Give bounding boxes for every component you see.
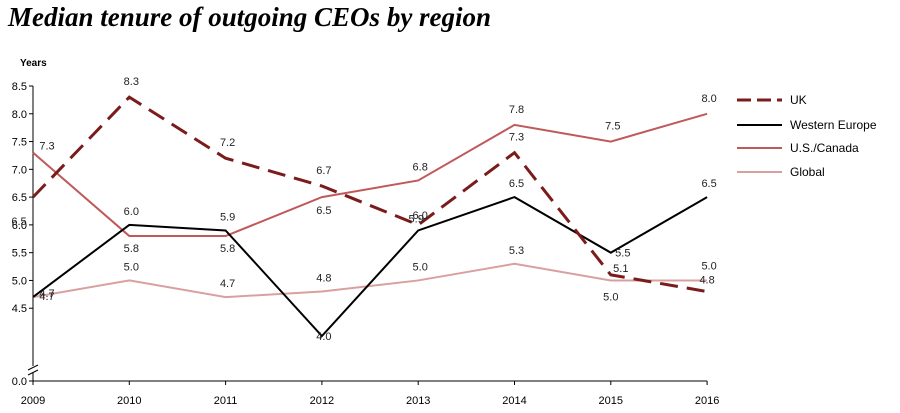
y-tick-label: 8.5 [12, 81, 27, 93]
data-label-western-europe: 5.5 [615, 248, 630, 260]
x-tick-label: 2013 [406, 395, 430, 407]
y-axis-label: Years [20, 58, 47, 69]
y-tick-label: 0.0 [12, 376, 27, 388]
data-label-u-s-canada: 7.8 [509, 104, 524, 116]
data-label-uk: 6.5 [11, 216, 26, 228]
data-label-global: 5.0 [413, 261, 428, 273]
x-tick-label: 2012 [310, 395, 334, 407]
data-label-u-s-canada: 5.8 [220, 243, 235, 255]
data-label-u-s-canada: 7.5 [605, 121, 620, 133]
data-label-u-s-canada: 6.8 [413, 161, 428, 173]
series-line-u-s-canada [32, 112, 708, 237]
data-label-global: 4.7 [39, 288, 54, 300]
data-label-u-s-canada: 8.0 [701, 93, 716, 105]
y-tick-label: 7.0 [12, 164, 27, 176]
data-label-global: 5.0 [124, 261, 139, 273]
data-label-uk: 6.7 [316, 165, 331, 177]
data-label-western-europe: 4.7 [39, 291, 54, 303]
data-label-global: 4.7 [220, 278, 235, 290]
legend-label: Global [790, 165, 825, 179]
x-tick-label: 2014 [502, 395, 526, 407]
x-tick-label: 2015 [599, 395, 623, 407]
data-label-u-s-canada: 5.8 [124, 243, 139, 255]
data-label-western-europe: 6.0 [124, 206, 139, 218]
data-label-western-europe: 5.9 [409, 213, 424, 225]
y-tick-label: 5.5 [12, 248, 27, 260]
x-tick-label: 2011 [214, 395, 238, 407]
data-label-uk: 7.3 [509, 132, 524, 144]
data-label-global: 5.0 [701, 260, 716, 272]
data-label-western-europe: 6.5 [509, 178, 524, 190]
x-tick-label: 2010 [117, 395, 141, 407]
data-label-global: 4.8 [316, 273, 331, 285]
chart-title: Median tenure of outgoing CEOs by region [8, 2, 492, 32]
legend-label: U.S./Canada [790, 141, 859, 155]
y-tick-label: 6.5 [12, 192, 27, 204]
data-label-global: 5.3 [509, 245, 524, 257]
data-label-uk: 5.1 [613, 263, 628, 275]
legend-label: Western Europe [790, 118, 877, 132]
legend-label: UK [790, 93, 807, 107]
axis-break-mark-2 [27, 369, 39, 376]
y-tick-label: 4.5 [12, 303, 27, 315]
x-tick-label: 2016 [695, 395, 719, 407]
data-label-uk: 8.3 [124, 76, 139, 88]
data-label-uk: 4.8 [699, 275, 714, 287]
data-label-western-europe: 6.5 [701, 178, 716, 190]
data-label-western-europe: 4.0 [316, 331, 331, 343]
data-label-western-europe: 5.9 [220, 211, 235, 223]
axis-break-mark-1 [27, 364, 39, 371]
x-tick-label: 2009 [21, 395, 45, 407]
series-line-uk [31, 95, 708, 294]
data-label-u-s-canada: 7.3 [39, 141, 54, 153]
data-label-uk: 6.0 [413, 210, 428, 222]
data-label-uk: 7.2 [220, 137, 235, 149]
data-label-global: 5.0 [603, 291, 618, 303]
y-tick-label: 5.0 [12, 275, 27, 287]
series-line-western-europe [32, 196, 708, 338]
data-label-u-s-canada: 6.5 [316, 205, 331, 217]
y-tick-label: 8.0 [12, 109, 27, 121]
y-tick-label: 6.0 [12, 220, 27, 232]
series-line-global [32, 262, 708, 299]
y-tick-label: 7.5 [12, 137, 27, 149]
